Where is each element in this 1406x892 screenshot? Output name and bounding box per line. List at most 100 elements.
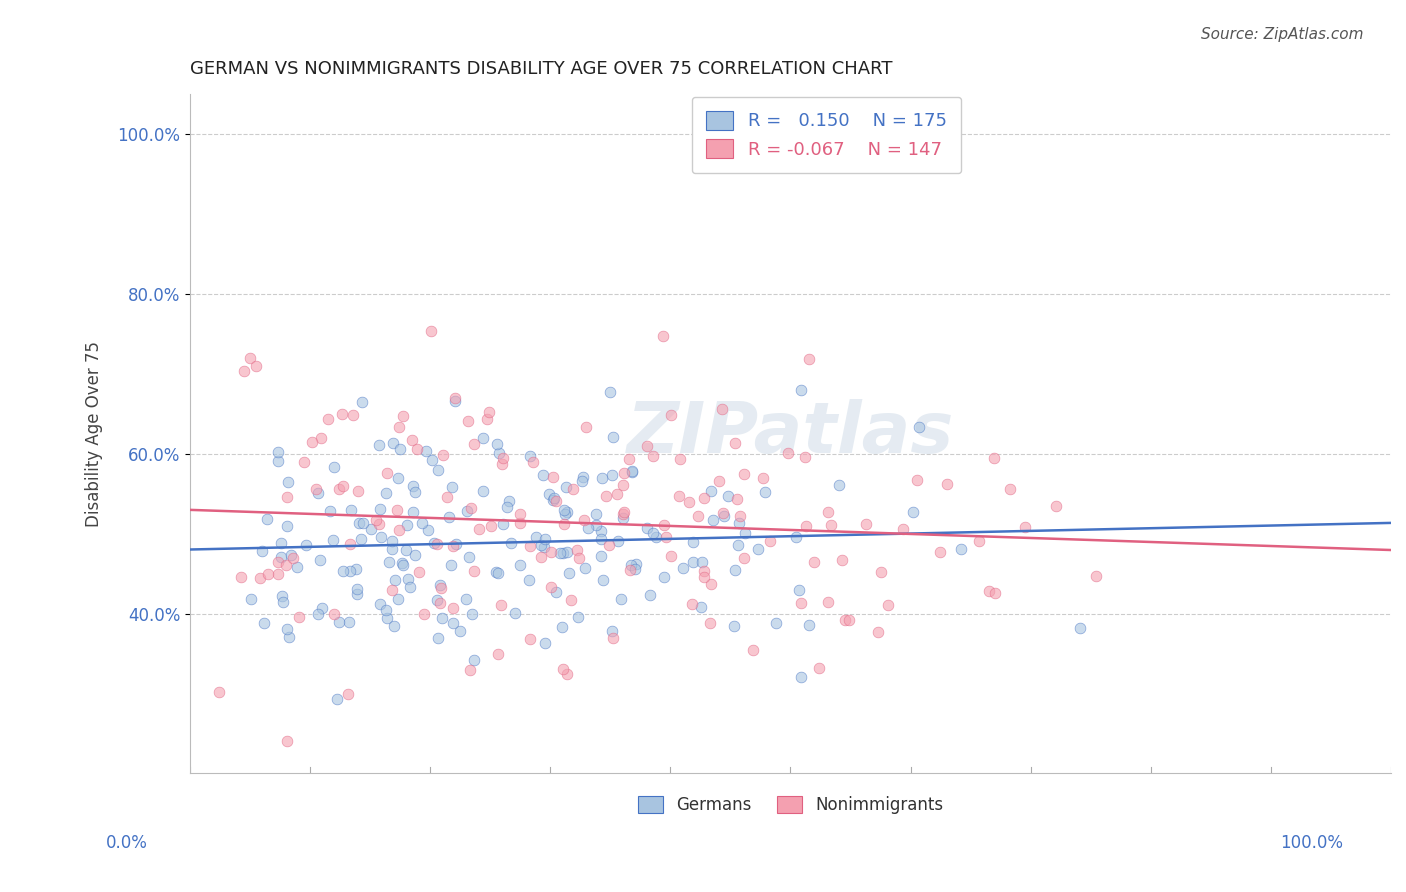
Point — [733, 467, 755, 482]
Point — [591, 532, 613, 546]
Point — [533, 540, 555, 554]
Point — [728, 516, 751, 530]
Point — [600, 467, 623, 482]
Point — [636, 440, 658, 454]
Point — [834, 613, 856, 627]
Point — [477, 404, 499, 418]
Point — [723, 435, 745, 450]
Point — [693, 570, 716, 584]
Point — [440, 480, 463, 494]
Point — [589, 524, 612, 538]
Point — [855, 516, 877, 531]
Point — [754, 484, 776, 499]
Point — [619, 563, 641, 577]
Point — [790, 596, 813, 610]
Point — [724, 564, 747, 578]
Point — [267, 445, 290, 459]
Point — [935, 477, 957, 491]
Point — [463, 653, 485, 667]
Point — [391, 556, 413, 570]
Point — [659, 409, 682, 423]
Point — [498, 494, 520, 508]
Point — [678, 494, 700, 508]
Point — [636, 521, 658, 535]
Point — [1045, 500, 1067, 514]
Point — [643, 525, 665, 540]
Point — [592, 574, 614, 588]
Point — [432, 449, 454, 463]
Point — [382, 619, 405, 633]
Point — [316, 411, 339, 425]
Point — [270, 549, 292, 564]
Point — [245, 359, 267, 373]
Point — [672, 560, 695, 574]
Point — [728, 508, 751, 523]
Point — [325, 692, 347, 706]
Point — [429, 597, 451, 611]
Point — [468, 522, 491, 536]
Point — [367, 438, 389, 452]
Point — [479, 518, 502, 533]
Point — [419, 324, 441, 338]
Point — [347, 516, 370, 530]
Point — [668, 489, 690, 503]
Point — [457, 549, 479, 564]
Point — [375, 603, 398, 617]
Point — [350, 532, 373, 546]
Point — [599, 385, 621, 400]
Point — [322, 607, 344, 621]
Point — [727, 538, 749, 552]
Point — [537, 486, 560, 500]
Point — [776, 446, 799, 460]
Point — [340, 503, 363, 517]
Point — [692, 555, 714, 569]
Point — [231, 570, 253, 584]
Point — [793, 450, 815, 464]
Point — [456, 504, 478, 518]
Point — [785, 530, 807, 544]
Point — [870, 565, 893, 579]
Point — [700, 577, 723, 591]
Point — [624, 557, 647, 571]
Point — [346, 483, 368, 498]
Point — [330, 407, 353, 421]
Point — [620, 464, 643, 478]
Point — [292, 455, 315, 469]
Point — [682, 535, 704, 549]
Point — [609, 591, 631, 606]
Point — [208, 685, 231, 699]
Point — [710, 401, 733, 416]
Point — [461, 607, 484, 621]
Point — [472, 483, 495, 498]
Point — [983, 451, 1005, 466]
Point — [492, 450, 515, 465]
Point — [602, 430, 624, 444]
Point — [374, 486, 396, 500]
Point — [522, 455, 544, 469]
Point — [624, 562, 647, 576]
Point — [368, 501, 391, 516]
Point — [546, 585, 568, 599]
Point — [908, 420, 931, 434]
Point — [509, 507, 531, 521]
Text: ZIPatlas: ZIPatlas — [627, 400, 955, 468]
Point — [868, 625, 890, 640]
Point — [612, 507, 634, 521]
Point — [613, 505, 636, 519]
Point — [444, 394, 467, 409]
Point — [256, 512, 278, 526]
Point — [240, 591, 263, 606]
Point — [267, 566, 290, 581]
Point — [519, 450, 541, 464]
Point — [401, 433, 423, 447]
Point — [384, 573, 406, 587]
Point — [640, 588, 662, 602]
Point — [790, 670, 813, 684]
Point — [309, 552, 332, 566]
Point — [1069, 621, 1091, 635]
Point — [526, 530, 548, 544]
Point — [534, 636, 557, 650]
Point — [388, 523, 411, 537]
Point — [600, 624, 623, 638]
Point — [505, 606, 527, 620]
